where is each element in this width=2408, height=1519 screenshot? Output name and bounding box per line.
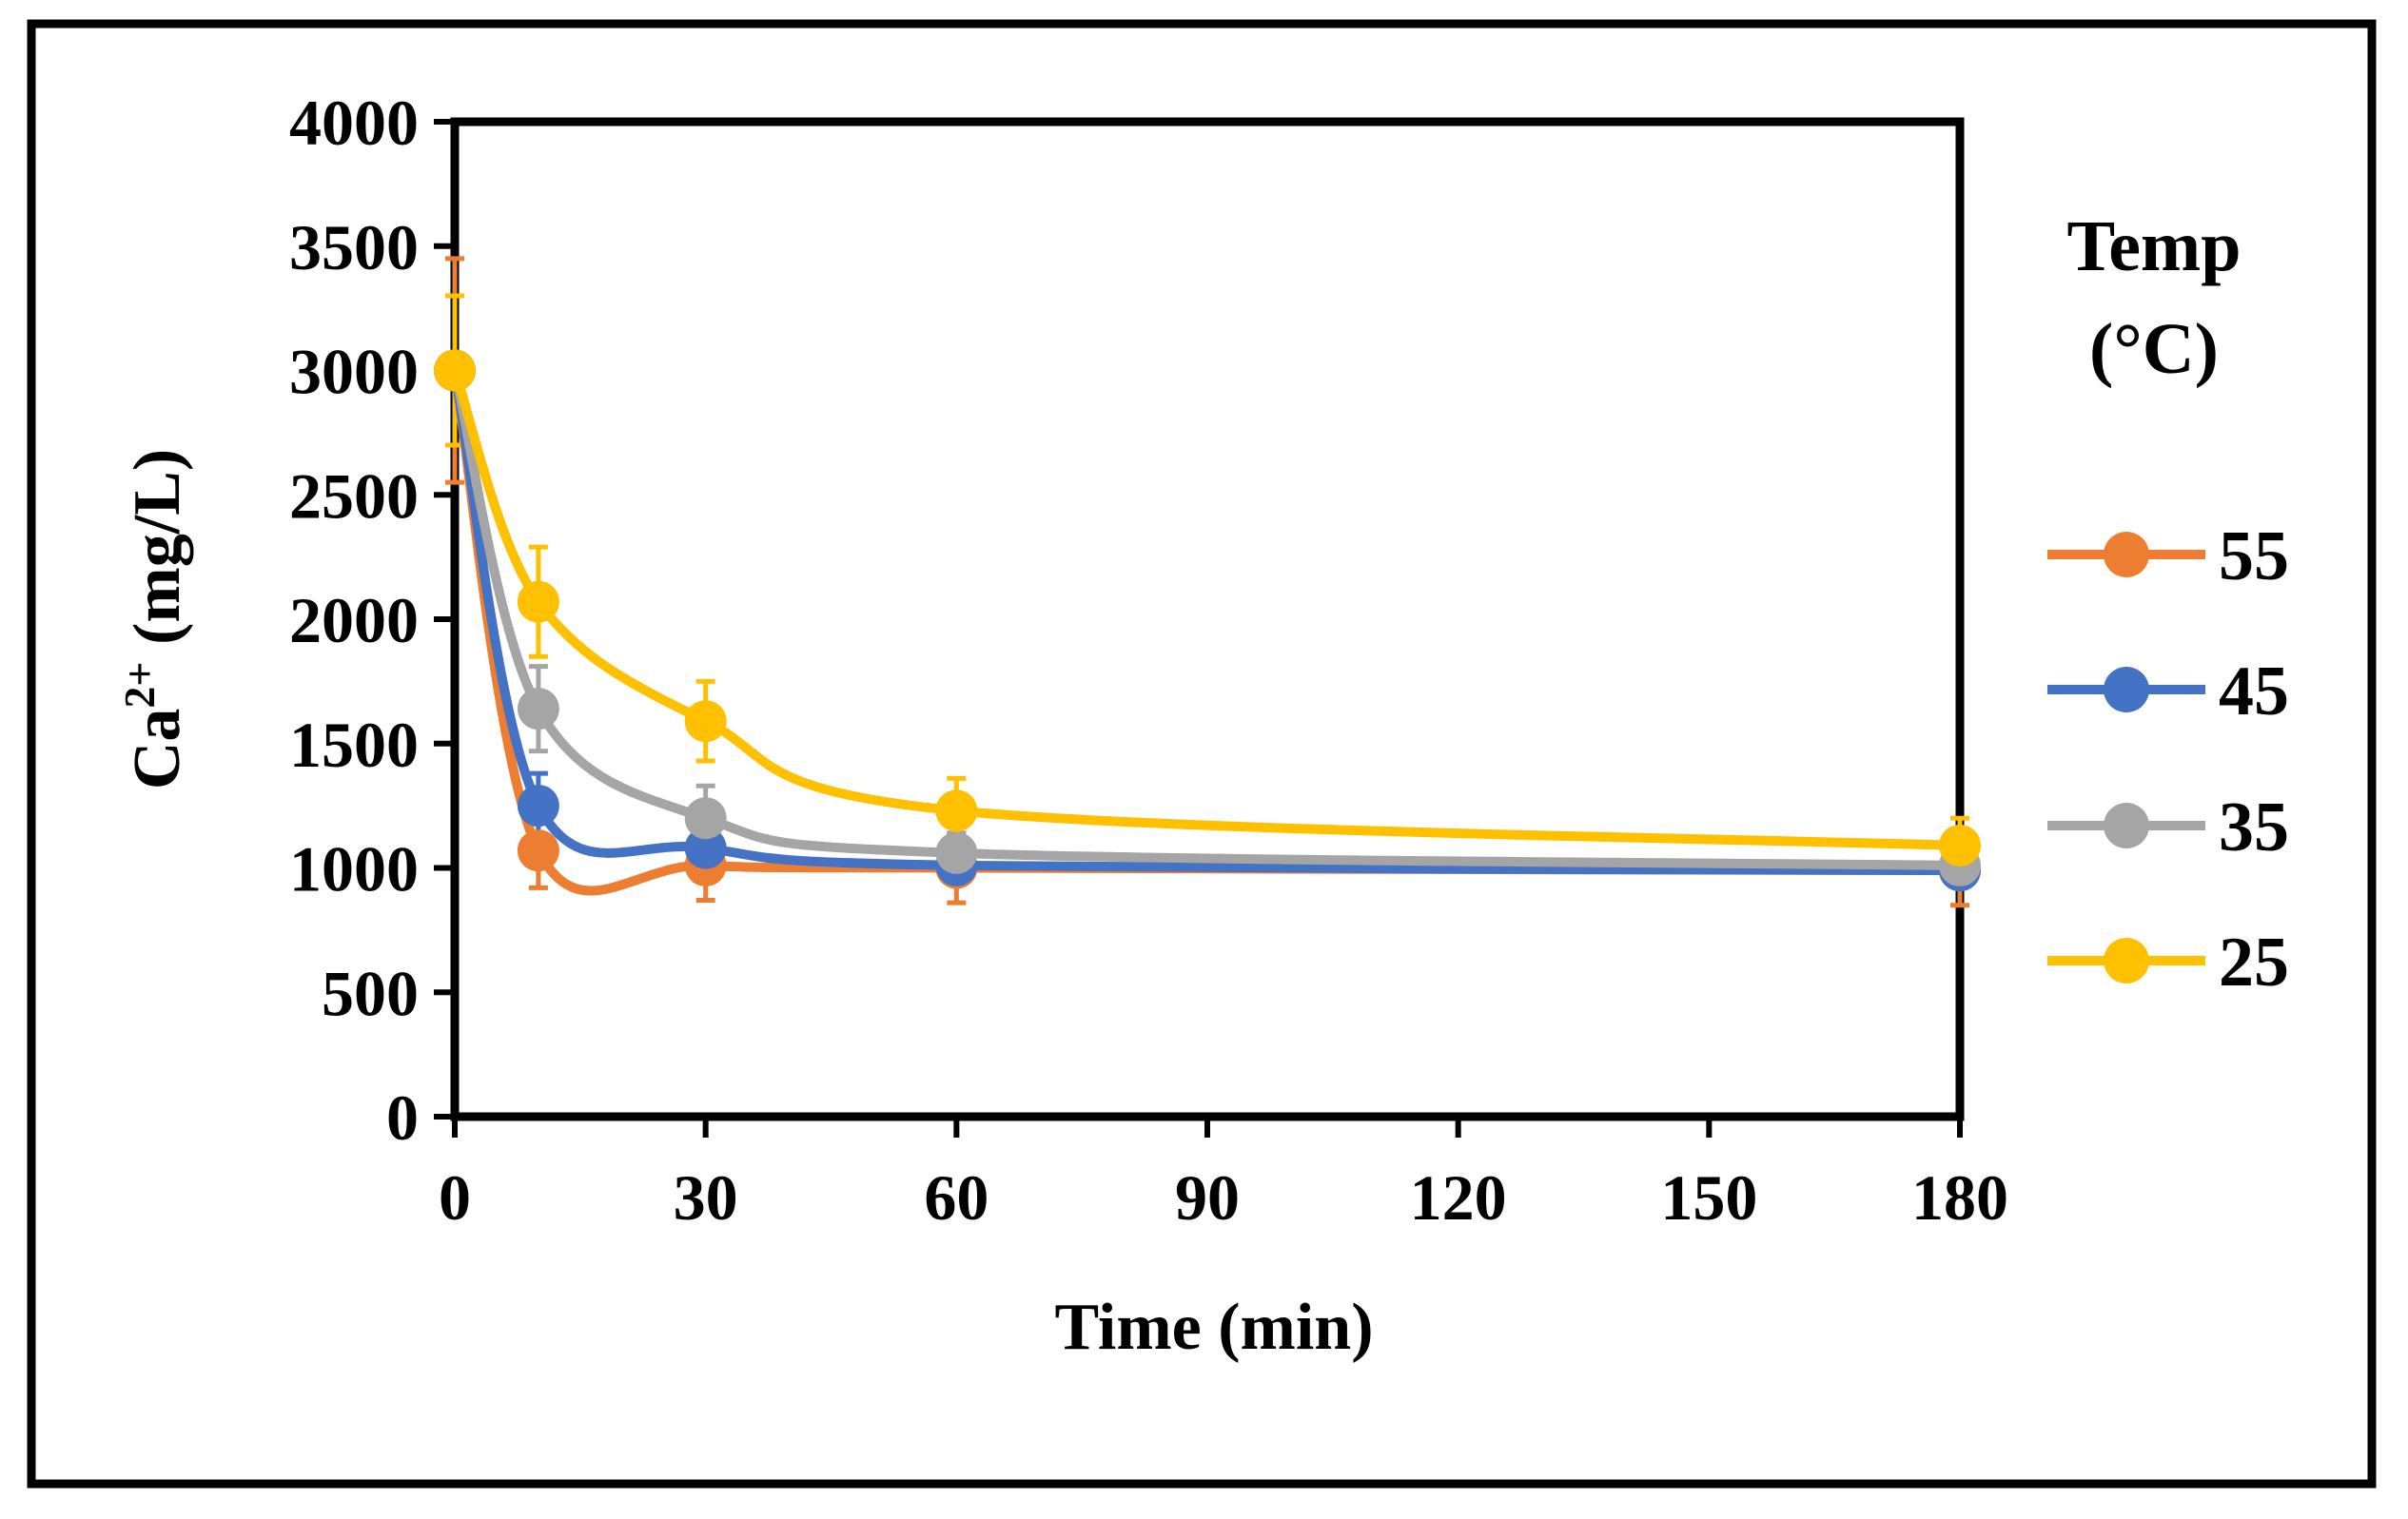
y-tick-label: 1000 [289,833,419,906]
legend-label-45: 45 [2219,652,2289,730]
y-tick-label: 0 [386,1081,419,1154]
legend-marker-45 [2104,667,2149,712]
data-point-55 [517,829,559,872]
x-tick-label: 90 [1175,1161,1240,1234]
series-line-45 [450,369,1961,876]
legend-marker-35 [2104,803,2149,848]
data-point-45 [517,785,559,828]
x-tick-label: 60 [924,1161,989,1234]
legend-marker-55 [2104,532,2149,577]
x-tick-label: 180 [1911,1161,2008,1234]
y-tick-label: 2500 [289,459,419,532]
y-axis-title: Ca2+ (mg/L) [115,449,194,789]
series-line-35 [450,369,1961,870]
legend-label-55: 55 [2219,517,2289,595]
series-line-25 [450,368,1961,850]
legend-title-line2: (°C) [2089,309,2219,389]
y-tick-label: 4000 [289,87,419,159]
y-tick-label: 1500 [289,709,419,781]
chart-marks: 0 500 1000 1500 2000 2500 3000 3500 4000 0 30 60 90 1… [289,87,2289,1234]
data-point-35 [684,797,727,840]
x-axis-title: Time (min) [1054,1291,1373,1364]
x-tick-label: 150 [1660,1161,1757,1234]
data-point-25 [1939,824,1981,867]
data-point-35 [517,688,559,730]
data-point-25 [684,700,727,743]
x-tick-label: 120 [1410,1161,1507,1234]
y-tick-label: 2000 [289,584,419,656]
legend-label-35: 35 [2219,789,2289,867]
legend-marker-25 [2104,938,2149,983]
y-tick-label: 3500 [289,211,419,283]
data-point-25 [517,580,559,623]
y-axis-title-superscript: 2+ [115,661,164,708]
chart-frame [27,19,2377,1489]
data-point-25 [434,349,476,392]
data-point-45 [684,827,727,869]
data-point-35 [935,831,978,874]
y-axis-title-unit: (mg/L) [121,449,194,662]
data-point-25 [935,789,978,832]
y-tick-label: 500 [322,957,419,1029]
x-tick-label: 30 [674,1161,738,1234]
legend-title-line1: Temp [2066,206,2241,286]
y-tick-label: 3000 [289,336,419,408]
y-axis-title-base: Ca [121,709,194,790]
legend-label-25: 25 [2219,924,2289,1002]
x-tick-label: 0 [439,1161,471,1234]
